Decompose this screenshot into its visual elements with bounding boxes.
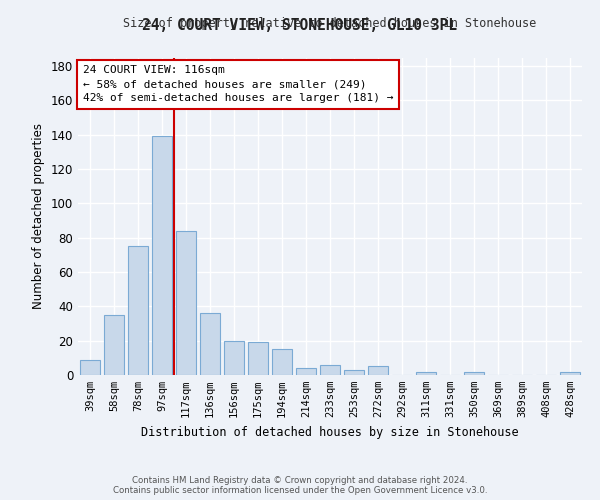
Bar <box>128 246 148 375</box>
Bar <box>320 364 340 375</box>
Text: Contains HM Land Registry data © Crown copyright and database right 2024.
Contai: Contains HM Land Registry data © Crown c… <box>113 476 487 495</box>
Bar <box>272 350 292 375</box>
Bar <box>176 231 196 375</box>
Bar <box>80 360 100 375</box>
Bar <box>104 315 124 375</box>
Bar <box>248 342 268 375</box>
Y-axis label: Number of detached properties: Number of detached properties <box>32 123 45 309</box>
Bar <box>560 372 580 375</box>
Bar <box>200 313 220 375</box>
Bar <box>368 366 388 375</box>
Title: Size of property relative to detached houses in Stonehouse: Size of property relative to detached ho… <box>124 17 536 30</box>
Bar <box>344 370 364 375</box>
Bar <box>296 368 316 375</box>
Bar <box>224 340 244 375</box>
Text: 24 COURT VIEW: 116sqm
← 58% of detached houses are smaller (249)
42% of semi-det: 24 COURT VIEW: 116sqm ← 58% of detached … <box>83 66 394 104</box>
Bar <box>416 372 436 375</box>
Bar <box>464 372 484 375</box>
Text: 24, COURT VIEW, STONEHOUSE, GL10 3PL: 24, COURT VIEW, STONEHOUSE, GL10 3PL <box>143 18 458 32</box>
X-axis label: Distribution of detached houses by size in Stonehouse: Distribution of detached houses by size … <box>141 426 519 438</box>
Bar <box>152 136 172 375</box>
